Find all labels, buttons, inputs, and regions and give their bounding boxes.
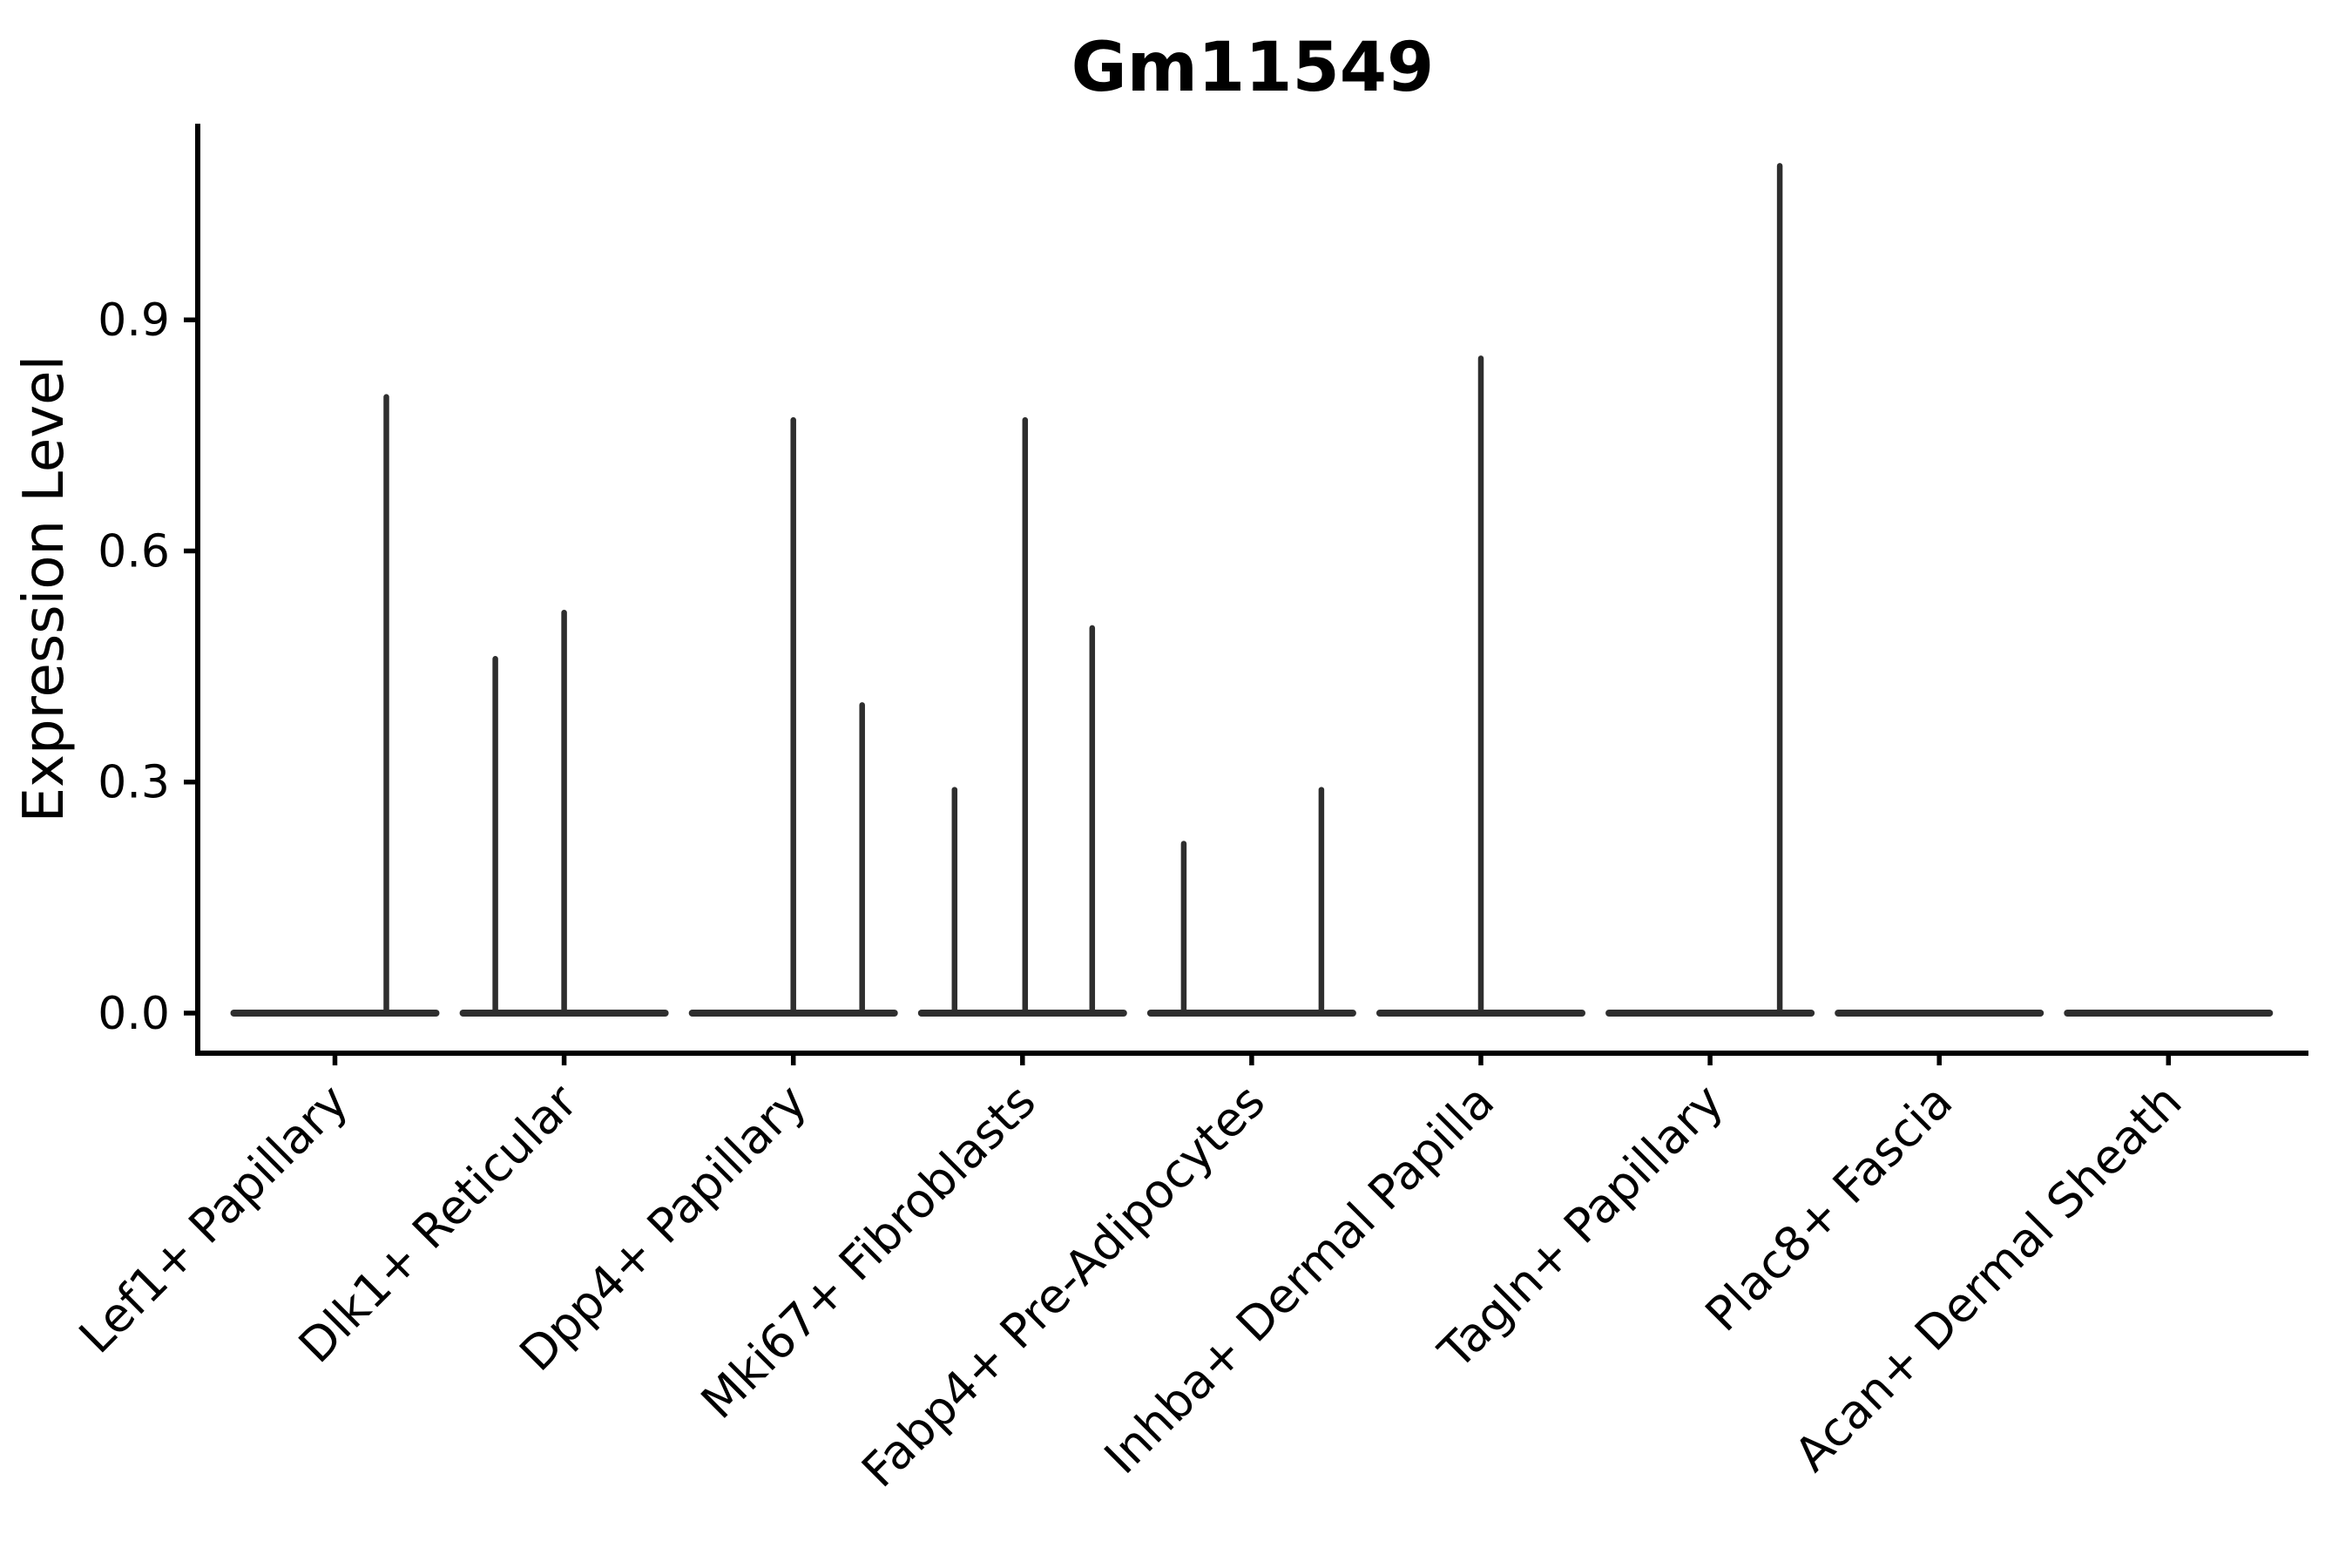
x-tick-label: Acan+ Dermal Sheath xyxy=(1784,1074,2192,1482)
violin-body xyxy=(1150,1011,1353,1015)
violin xyxy=(1835,1010,2044,1017)
violin xyxy=(230,394,440,1017)
violin xyxy=(459,609,669,1017)
y-tick-label: 0.6 xyxy=(98,525,170,578)
violin xyxy=(2064,1010,2274,1017)
violin xyxy=(1605,163,1815,1017)
violin-body xyxy=(1838,1011,2041,1015)
violins-layer xyxy=(230,163,2274,1017)
y-tick-label: 0.3 xyxy=(98,757,170,809)
violin xyxy=(1146,787,1356,1017)
y-axis-ticks: 0.0 0.3 0.6 0.9 xyxy=(98,294,198,1040)
violin xyxy=(688,416,898,1017)
violin-body xyxy=(2067,1011,2270,1015)
chart-title: Gm11549 xyxy=(1071,29,1435,107)
y-axis-label: Expression Level xyxy=(12,355,77,823)
y-tick-label: 0.9 xyxy=(98,294,170,347)
y-tick-label: 0.0 xyxy=(98,988,170,1040)
x-tick-label: Plac8+ Fascia xyxy=(1695,1074,1963,1342)
violin-body xyxy=(1609,1011,1812,1015)
x-tick-label: Fabp4+ Pre-Adipocytes xyxy=(851,1074,1275,1498)
violin xyxy=(917,416,1127,1017)
x-tick-label: Inhba+ Dermal Papilla xyxy=(1094,1074,1504,1484)
violin xyxy=(1376,355,1585,1017)
